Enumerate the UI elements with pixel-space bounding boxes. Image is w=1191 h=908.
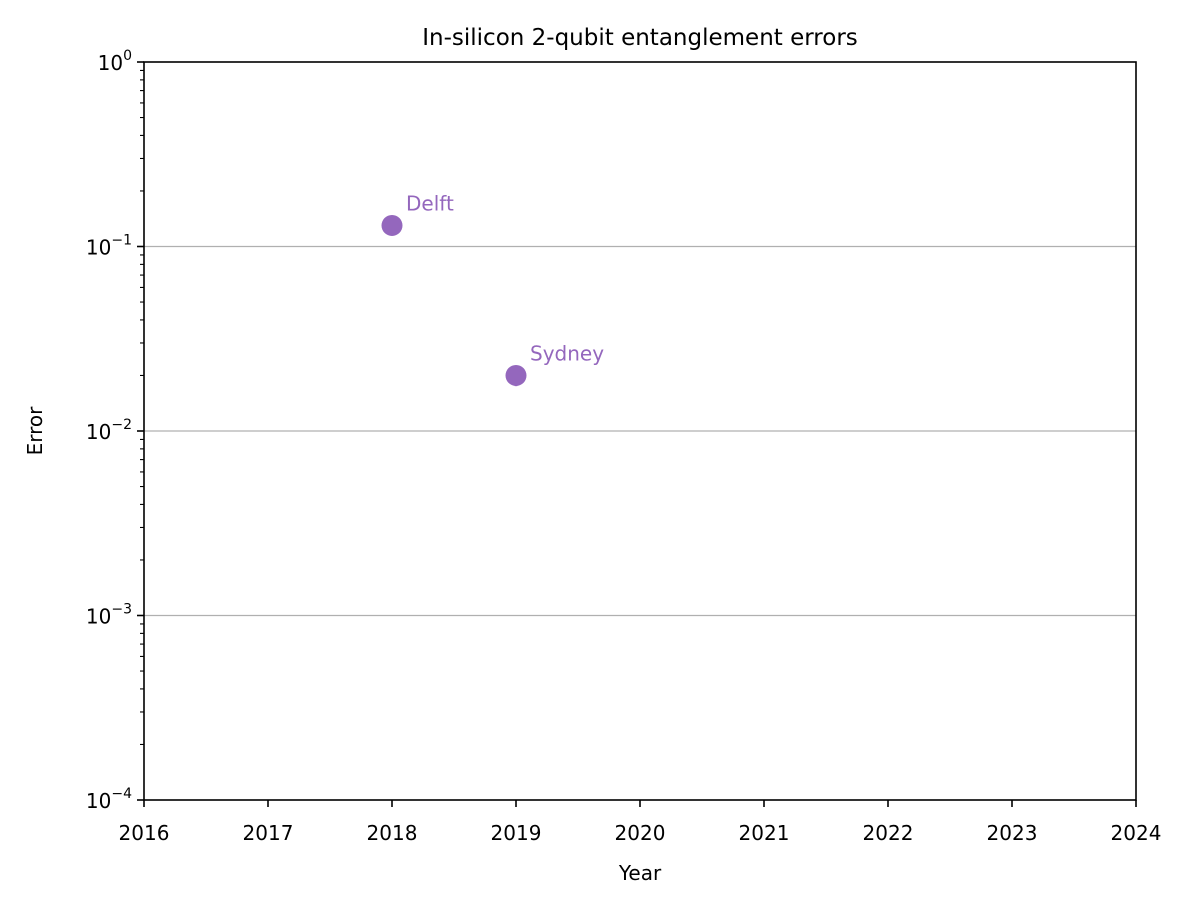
x-tick-label: 2019 [491, 821, 542, 845]
x-tick-label: 2020 [615, 821, 666, 845]
y-tick-label: 10−4 [86, 786, 132, 813]
y-axis-label: Error [23, 406, 47, 456]
data-point-delft: Delft [381, 191, 454, 236]
x-tick-label: 2017 [243, 821, 294, 845]
point-label: Sydney [530, 341, 604, 365]
plot-area-frame [143, 61, 1137, 801]
x-tick-label: 2024 [1111, 821, 1162, 845]
point-marker [505, 364, 527, 386]
x-tick-label: 2021 [739, 821, 790, 845]
x-tick-label: 2022 [863, 821, 914, 845]
x-tick-label: 2016 [119, 821, 170, 845]
y-tick-label: 100 [98, 48, 132, 75]
x-axis-ticks: 2016 2017 2018 2019 2020 2021 2022 2023 2024 [119, 800, 1162, 845]
data-points: Delft Sydney [381, 191, 604, 387]
y-tick-label: 10−1 [86, 233, 132, 260]
x-axis-label: Year [618, 861, 662, 885]
point-label: Delft [406, 191, 454, 215]
x-tick-label: 2018 [367, 821, 418, 845]
grid-lines [144, 245, 1136, 617]
data-point-sydney: Sydney [505, 341, 604, 387]
point-marker [381, 214, 403, 236]
x-tick-label: 2023 [987, 821, 1038, 845]
y-tick-label: 10−2 [86, 417, 132, 444]
chart-title: In-silicon 2-qubit entanglement errors [422, 25, 858, 51]
y-axis-ticks: 100 10−1 10−2 10−3 10−4 [86, 48, 144, 813]
y-tick-label: 10−3 [86, 602, 132, 629]
